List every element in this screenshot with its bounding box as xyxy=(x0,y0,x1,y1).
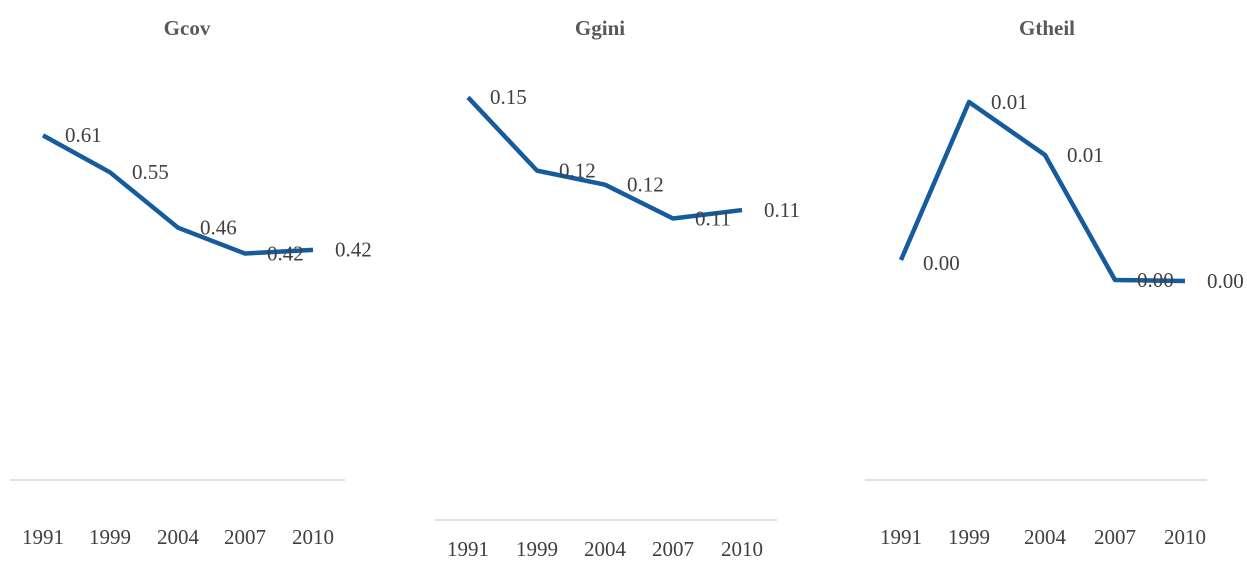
data-label: 0.15 xyxy=(490,85,527,109)
x-tick-label: 2004 xyxy=(157,525,200,549)
x-tick-label: 2010 xyxy=(721,537,763,561)
x-tick-label: 2007 xyxy=(652,537,694,561)
data-label: 0.00 xyxy=(923,251,960,275)
x-tick-label: 2010 xyxy=(292,525,334,549)
data-label: 0.11 xyxy=(764,198,800,222)
data-label: 0.55 xyxy=(132,160,169,184)
x-tick-label: 1991 xyxy=(22,525,64,549)
data-label: 0.12 xyxy=(627,173,664,197)
x-tick-label: 1999 xyxy=(948,525,990,549)
series-line xyxy=(41,133,314,256)
data-label: 0.61 xyxy=(65,123,102,147)
x-tick-label: 1999 xyxy=(89,525,131,549)
chart-title: Ggini xyxy=(575,16,625,40)
x-tick-label: 2007 xyxy=(224,525,266,549)
series-line xyxy=(898,99,1186,284)
x-tick-label: 1999 xyxy=(516,537,558,561)
x-tick-label: 1991 xyxy=(447,537,489,561)
data-label: 0.42 xyxy=(267,241,304,265)
data-label: 0.42 xyxy=(335,238,372,262)
x-tick-label: 1991 xyxy=(880,525,922,549)
data-label: 0.46 xyxy=(200,216,237,240)
data-label: 0.11 xyxy=(695,206,731,230)
x-tick-label: 2004 xyxy=(584,537,627,561)
x-tick-label: 2004 xyxy=(1024,525,1067,549)
series-line xyxy=(466,95,743,221)
data-label: 0.12 xyxy=(559,158,596,182)
data-label: 0.00 xyxy=(1207,269,1244,293)
data-label: 0.01 xyxy=(991,90,1028,114)
data-label: 0.00 xyxy=(1137,268,1174,292)
x-tick-label: 2007 xyxy=(1094,525,1136,549)
x-tick-label: 2010 xyxy=(1164,525,1206,549)
chart-title: Gcov xyxy=(164,16,211,40)
data-label: 0.01 xyxy=(1067,143,1104,167)
chart-title: Gtheil xyxy=(1019,16,1075,40)
